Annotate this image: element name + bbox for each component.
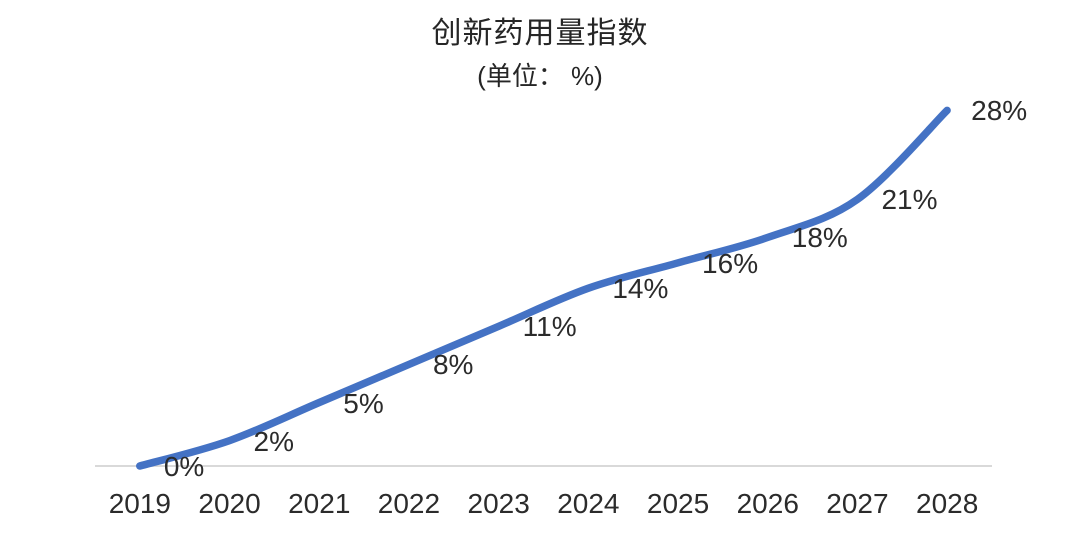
data-label: 8% xyxy=(432,349,474,381)
chart-title: 创新药用量指数 xyxy=(431,17,649,50)
x-tick-label: 2021 xyxy=(288,488,351,519)
x-tick-label: 2022 xyxy=(377,488,441,519)
x-tick-label: 2019 xyxy=(108,488,171,519)
x-tick-label: 2024 xyxy=(557,488,620,519)
x-tick-label: 2028 xyxy=(915,488,979,519)
x-tick-label: 2027 xyxy=(826,488,889,519)
data-label: 18% xyxy=(791,222,848,254)
data-label: 2% xyxy=(253,425,295,457)
data-label: 21% xyxy=(881,184,938,216)
data-label: 11% xyxy=(522,311,577,343)
data-label: 5% xyxy=(343,387,384,419)
chart-subtitle: (单位： %) xyxy=(477,61,603,91)
x-tick-label: 2020 xyxy=(198,488,261,519)
data-label: 14% xyxy=(612,273,669,305)
x-tick-label: 2026 xyxy=(736,488,799,519)
data-label: 0% xyxy=(163,451,205,482)
series-line xyxy=(136,106,951,470)
x-tick-label: 2023 xyxy=(467,488,530,519)
data-label: 28% xyxy=(971,95,1028,127)
data-label: 16% xyxy=(702,247,759,279)
x-tick-label: 2025 xyxy=(646,488,710,519)
